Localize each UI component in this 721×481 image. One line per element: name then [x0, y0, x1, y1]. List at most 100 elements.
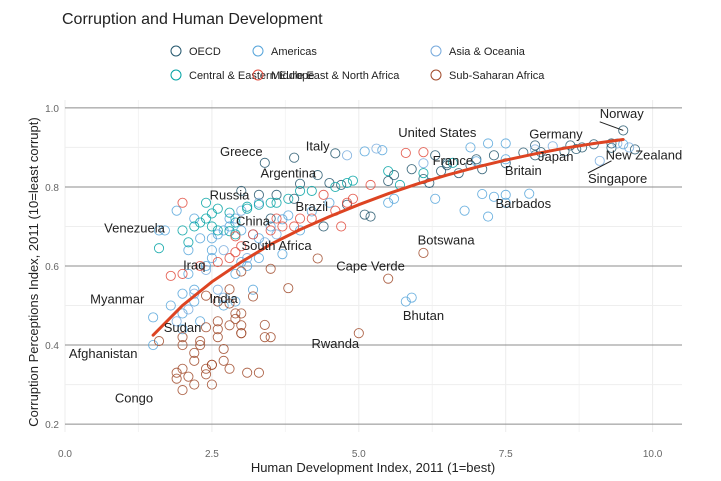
data-point [418, 147, 429, 158]
y-axis-title: Corruption Perceptions Index, 2011 (10=l… [26, 117, 41, 426]
data-point [624, 142, 635, 153]
data-point [247, 284, 259, 295]
data-point [571, 143, 582, 155]
data-point [259, 157, 270, 168]
data-point [342, 177, 353, 189]
data-point [224, 284, 235, 295]
country-label: Brazil [296, 199, 329, 214]
data-point [218, 245, 229, 256]
data-point [271, 189, 282, 200]
data-point [247, 229, 259, 240]
data-point [200, 213, 212, 224]
country-label: France [433, 153, 473, 168]
country-label: Britain [505, 163, 542, 178]
country-label: Rwanda [311, 336, 359, 351]
data-point [500, 138, 511, 149]
data-point [265, 263, 276, 274]
data-point [236, 320, 247, 331]
data-point [236, 225, 247, 236]
data-point [177, 385, 188, 396]
y-tick-label: 0.8 [45, 183, 59, 194]
data-point [177, 268, 188, 279]
data-point [265, 225, 276, 236]
data-point [236, 266, 247, 277]
data-point [359, 209, 370, 220]
data-point [242, 367, 253, 378]
annotation-leader [599, 121, 624, 131]
data-point [277, 249, 288, 260]
data-point [389, 193, 400, 204]
x-tick-label: 5.0 [352, 449, 366, 460]
data-point [195, 316, 206, 327]
data-point [177, 332, 188, 343]
data-point [224, 253, 235, 264]
data-point [524, 188, 535, 199]
data-point [418, 158, 429, 169]
data-point [259, 332, 270, 343]
data-point [218, 355, 229, 366]
data-point [400, 296, 411, 307]
data-point [177, 225, 188, 236]
data-point [383, 197, 394, 208]
data-point [312, 170, 323, 181]
x-tick-label: 7.5 [499, 449, 513, 460]
data-point [500, 197, 511, 208]
data-point [224, 363, 235, 374]
country-label: Argentina [260, 165, 316, 180]
country-label: India [210, 291, 239, 306]
data-point [259, 319, 270, 330]
data-point [189, 355, 200, 366]
data-point [389, 170, 400, 181]
data-point [306, 185, 317, 196]
data-point [347, 175, 358, 186]
data-point [265, 213, 276, 224]
data-point [400, 147, 411, 159]
trend-curve [151, 138, 625, 337]
data-point [336, 221, 347, 232]
country-label: Iraq [183, 258, 205, 273]
data-point [200, 363, 212, 374]
data-point [195, 339, 206, 351]
data-point [171, 367, 182, 378]
y-tick-label: 0.4 [45, 341, 59, 352]
country-label: Russia [210, 188, 251, 203]
data-point [224, 207, 235, 218]
data-point [242, 201, 253, 212]
data-point [206, 233, 217, 244]
data-point [148, 312, 159, 323]
data-point [377, 145, 388, 156]
data-point [318, 221, 329, 232]
data-point [253, 233, 264, 244]
data-point [189, 379, 200, 390]
data-point [212, 316, 223, 327]
annotations: Norway Germany United States New Zealand Jap… [69, 106, 682, 406]
data-point [277, 214, 288, 225]
data-point [488, 150, 500, 161]
data-point [330, 148, 341, 159]
data-point [342, 150, 353, 161]
data-point [218, 292, 229, 303]
data-point [206, 221, 217, 232]
data-point [189, 347, 200, 359]
data-point [195, 217, 206, 228]
data-point [212, 332, 223, 343]
data-point [447, 157, 458, 168]
data-point [212, 296, 223, 307]
data-point [606, 138, 617, 149]
country-label: South Africa [241, 238, 312, 253]
data-point [383, 273, 394, 284]
legend-marker [170, 69, 182, 81]
data-point [324, 177, 335, 189]
data-point [465, 142, 476, 153]
data-point [471, 154, 482, 165]
data-point [177, 308, 188, 319]
data-point [230, 308, 241, 319]
data-point [324, 197, 335, 208]
data-point [183, 237, 194, 248]
data-point [165, 270, 176, 281]
country-label: China [236, 213, 271, 228]
country-label: Singapore [588, 171, 647, 186]
data-point [488, 191, 500, 202]
country-label: Norway [600, 106, 645, 121]
country-label: Botswana [418, 233, 476, 248]
